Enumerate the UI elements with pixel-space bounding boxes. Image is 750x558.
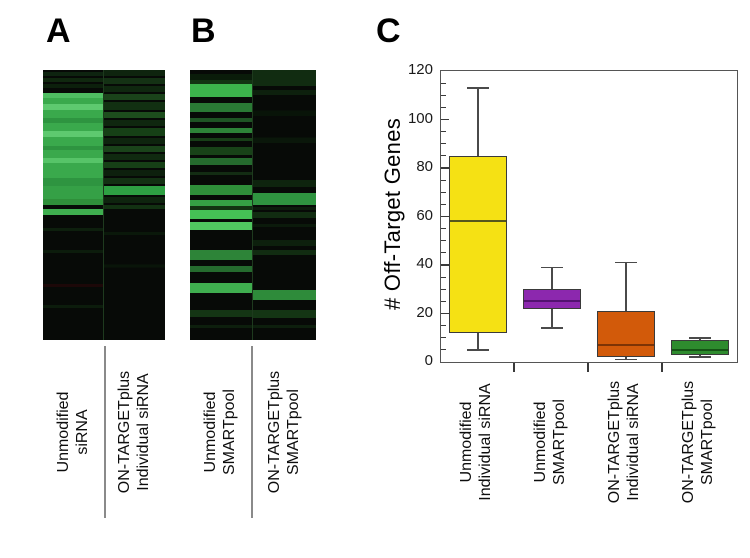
panel-a-letter: A: [46, 12, 71, 50]
y-minor-tick: [441, 228, 446, 230]
x-boundary-tick: [513, 362, 515, 372]
whisker-upper-cap: [541, 266, 563, 269]
whisker-lower-line: [551, 308, 553, 329]
heatmap-a-label-divider: [104, 346, 106, 518]
y-minor-tick: [441, 94, 446, 96]
panel-b-letter: B: [191, 12, 216, 50]
heatmap-a-column-ontargetplus-individual-sirna: [104, 70, 165, 340]
y-minor-tick: [441, 179, 446, 181]
y-minor-tick: [441, 82, 446, 84]
x-category-label-3: ON-TARGETplus Individual siRNA: [606, 380, 642, 504]
whisker-upper-line: [477, 87, 479, 156]
y-minor-tick: [441, 106, 446, 108]
y-tick-label: 80: [416, 158, 433, 175]
y-minor-tick: [441, 191, 446, 193]
whisker-upper-cap: [615, 261, 637, 264]
heatmap-a: [43, 70, 165, 340]
whisker-lower-line: [477, 332, 479, 350]
x-category-label-2: Unmodified SMARTpool: [532, 399, 568, 485]
heatmap-b: [190, 70, 316, 340]
heatmap-b-column-unmodified-smartpool: [190, 70, 253, 340]
heatmap-a-column-unmodified-sirna: [43, 70, 104, 340]
y-minor-tick: [441, 300, 446, 302]
y-tick-label: 60: [416, 206, 433, 224]
whisker-lower-line: [625, 357, 627, 360]
y-tick-label: 0: [424, 352, 433, 369]
y-minor-tick: [441, 240, 446, 242]
boxplot-box-1: [449, 155, 507, 333]
boxplot-box-2: [523, 289, 581, 309]
whisker-lower-cap: [689, 356, 711, 358]
y-major-tick: [441, 215, 449, 218]
whisker-lower-cap: [541, 327, 563, 329]
y-tick-label: 120: [407, 61, 433, 78]
heatmap-b-label-divider: [251, 346, 253, 518]
y-major-tick: [441, 118, 449, 121]
whisker-lower-cap: [467, 349, 489, 351]
whisker-upper-line: [551, 267, 553, 290]
whisker-upper-line: [625, 262, 627, 312]
y-minor-tick: [441, 276, 446, 278]
heatmap-b-col1-label: Unmodified SMARTpool: [202, 389, 238, 475]
boxplot-plot-area: [440, 70, 738, 363]
whisker-lower-cap: [615, 358, 637, 361]
boxplot-median-2: [524, 300, 580, 303]
boxplot-median-4: [672, 348, 728, 351]
y-minor-tick: [441, 143, 446, 145]
y-minor-tick: [441, 155, 446, 157]
y-major-tick: [441, 167, 449, 169]
y-minor-tick: [441, 288, 446, 290]
heatmap-a-col2-label: ON-TARGETplus Individual siRNA: [116, 370, 152, 494]
panel-c-letter: C: [376, 12, 401, 50]
y-minor-tick: [441, 203, 446, 205]
x-category-label-1: Unmodified Individual siRNA: [458, 383, 494, 501]
heatmap-a-column-divider: [103, 70, 104, 340]
y-major-tick: [441, 264, 449, 266]
y-minor-tick: [441, 131, 446, 133]
y-minor-tick: [441, 349, 446, 351]
y-minor-tick: [441, 252, 446, 254]
whisker-upper-cap: [689, 337, 711, 339]
y-tick-label: 40: [416, 255, 433, 272]
x-category-label-4: ON-TARGETplus SMARTpool: [680, 380, 716, 504]
heatmap-b-column-ontargetplus-smartpool: [253, 70, 316, 340]
boxplot-median-3: [598, 344, 654, 347]
heatmap-a-col1-label: Unmodified siRNA: [55, 391, 91, 473]
heatmap-b-column-divider: [252, 70, 253, 340]
whisker-upper-cap: [467, 87, 489, 89]
y-tick-label: 20: [416, 303, 433, 321]
y-tick-label: 100: [407, 109, 433, 127]
y-minor-tick: [441, 325, 446, 327]
x-boundary-tick: [587, 362, 589, 372]
heatmap-b-col2-label: ON-TARGETplus SMARTpool: [266, 370, 302, 494]
x-boundary-tick: [661, 362, 663, 372]
whisker-lower-line: [699, 354, 701, 358]
boxplot-box-4: [671, 340, 729, 355]
whisker-upper-line: [699, 337, 701, 341]
y-major-tick: [441, 312, 449, 315]
y-minor-tick: [441, 337, 446, 339]
boxplot-median-1: [450, 220, 506, 223]
boxplot-box-3: [597, 311, 655, 358]
